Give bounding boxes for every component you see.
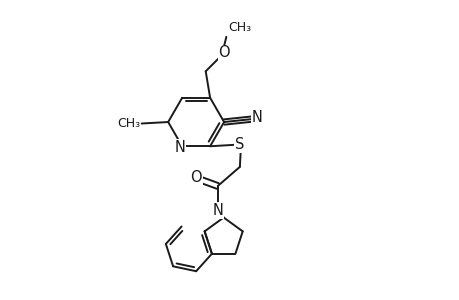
Text: CH₃: CH₃ xyxy=(117,117,140,130)
Text: N: N xyxy=(212,203,223,218)
Text: CH₃: CH₃ xyxy=(227,21,250,34)
Text: N: N xyxy=(252,110,262,125)
Text: O: O xyxy=(218,45,230,60)
Text: O: O xyxy=(190,170,202,185)
Text: N: N xyxy=(174,140,185,155)
Text: S: S xyxy=(235,137,244,152)
